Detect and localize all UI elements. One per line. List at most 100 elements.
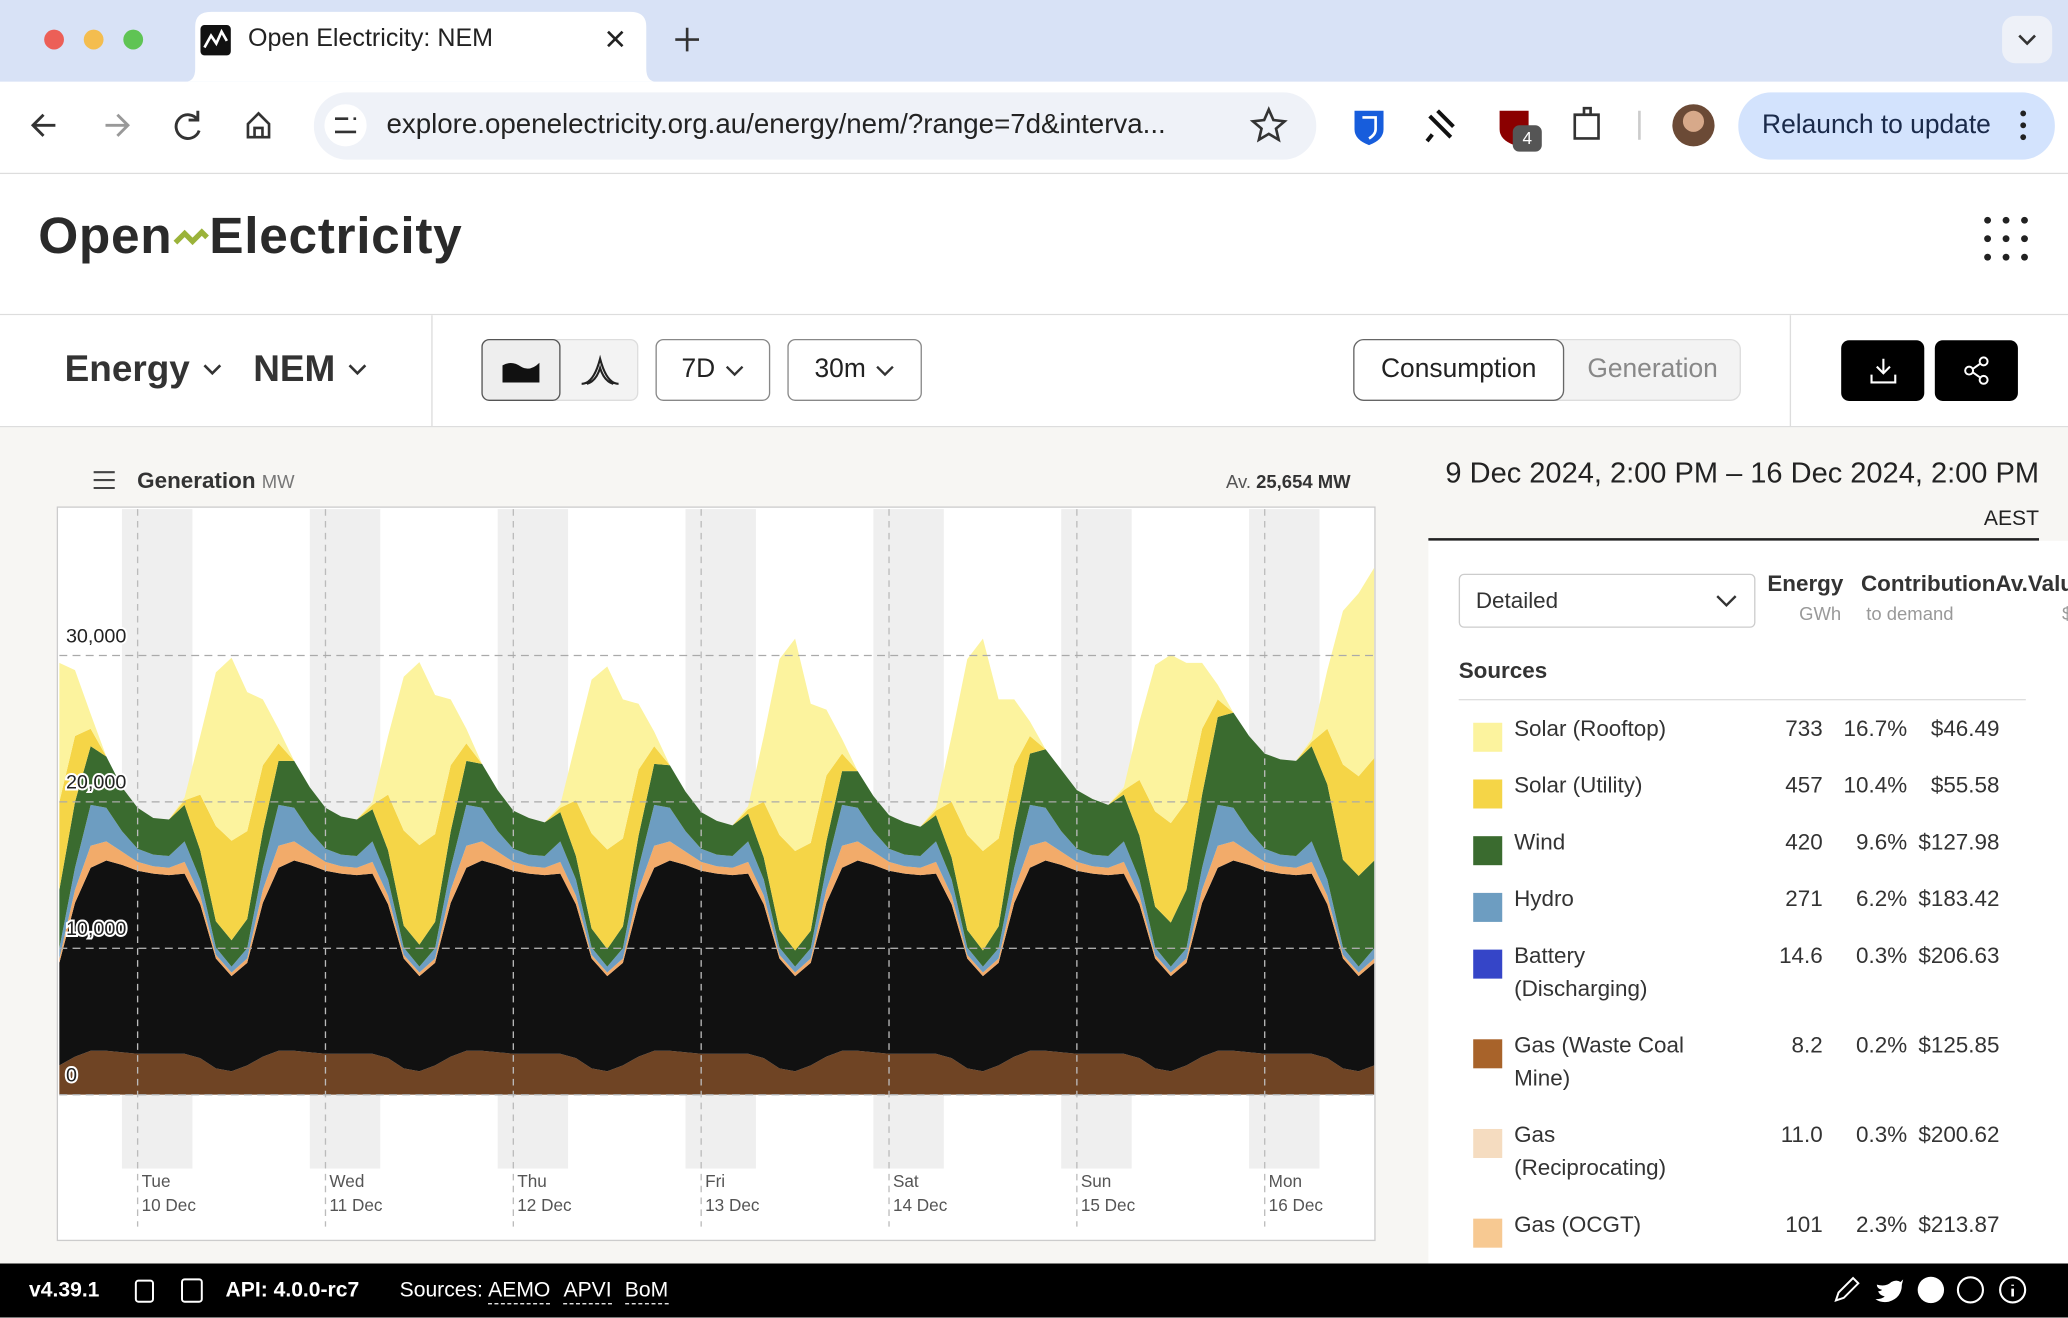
cc-icon[interactable] [1958, 1277, 1983, 1302]
github-icon[interactable] [1918, 1277, 1944, 1303]
source-name: Solar (Rooftop) [1514, 712, 1712, 745]
energy: 11.0 [1781, 1118, 1823, 1151]
contribution: 6.2% [1856, 882, 1907, 915]
av-value: $213.87 [1918, 1208, 1999, 1241]
metric-select[interactable]: Energy [65, 348, 222, 390]
area-style[interactable] [481, 339, 560, 401]
timezone: AEST [1428, 508, 2039, 532]
column-unit: $/MW [2062, 603, 2068, 624]
logo-zigzag [175, 232, 207, 243]
minimize-light[interactable] [84, 30, 104, 50]
sources: Sources:AEMOAPVIBoM [400, 1279, 669, 1304]
source-name: Solar (Utility) [1514, 769, 1712, 802]
section-rule [1459, 699, 2026, 700]
interval-select[interactable]: 30m [787, 339, 922, 401]
chart-box: 30,00020,00010,0000 Tue 10 DecWed 11 Dec… [57, 506, 1376, 1241]
line-icon [580, 354, 620, 386]
contribution: 9.6% [1856, 826, 1907, 859]
source-link[interactable]: BoM [625, 1279, 668, 1304]
x-tick-label: Mon 16 Dec [1269, 1170, 1323, 1217]
line-style[interactable] [561, 339, 639, 401]
energy: 8.2 [1792, 1029, 1823, 1062]
contribution: 0.3% [1856, 1118, 1907, 1151]
column-title: Energy [1767, 571, 1843, 597]
relaunch-text[interactable]: Relaunch to update [1762, 111, 1991, 141]
source-name: Hydro [1514, 882, 1712, 915]
logo-right: Electricity [209, 208, 462, 266]
twitter-icon[interactable] [1875, 1279, 1903, 1302]
contribution: 10.4% [1844, 769, 1908, 802]
source-link[interactable]: APVI [564, 1279, 612, 1304]
chart-menu[interactable] [92, 470, 116, 491]
close-light[interactable] [44, 30, 64, 50]
mode-tab[interactable]: Generation [1564, 339, 1741, 401]
home[interactable] [248, 113, 269, 137]
logo-left: Open [38, 208, 172, 266]
new-tab[interactable] [675, 28, 699, 52]
energy: 14.6 [1779, 939, 1823, 972]
reload[interactable] [176, 111, 199, 139]
changelog-icon[interactable] [136, 1281, 153, 1302]
av-value: $46.49 [1931, 712, 2000, 745]
av-value: $200.62 [1918, 1118, 1999, 1151]
docs-icon[interactable] [182, 1279, 202, 1301]
x-tick-label: Wed 11 Dec [329, 1170, 382, 1217]
swatch [1473, 1129, 1502, 1158]
summary-label: Av. [1226, 471, 1251, 492]
version: v4.39.1 [29, 1279, 99, 1303]
chevron [203, 363, 221, 376]
av-value: $55.58 [1931, 769, 2000, 802]
share-button[interactable] [1935, 340, 2018, 401]
download-button[interactable] [1841, 340, 1924, 401]
zoom-light[interactable] [123, 30, 143, 50]
interval: 30m [814, 355, 865, 385]
ext-pin[interactable] [1427, 111, 1453, 141]
url[interactable]: explore.openelectricity.org.au/energy/ne… [386, 109, 1230, 141]
social-icons [1831, 1274, 2029, 1308]
logo-mark [172, 224, 209, 250]
x-tick-label: Tue 10 Dec [142, 1170, 196, 1217]
swatch [1473, 1039, 1502, 1068]
chart-summary: Av. 25,654 MW [1087, 471, 1351, 492]
range-select[interactable]: 7D [655, 339, 770, 401]
forward[interactable] [106, 115, 128, 136]
y-tick-label: 0 [66, 1064, 77, 1086]
edit-icon[interactable] [1836, 1278, 1858, 1300]
energy: 420 [1785, 826, 1822, 859]
menu-dot [2020, 134, 2026, 140]
region: NEM [253, 348, 335, 390]
swatch [1473, 779, 1502, 808]
menu-dot [2020, 111, 2026, 117]
ext-bitwarden[interactable] [1355, 111, 1384, 145]
range: 7D [681, 355, 715, 385]
chevron [348, 363, 366, 376]
extensions[interactable] [1575, 108, 1599, 138]
chevron [1716, 595, 1737, 608]
back[interactable] [33, 115, 55, 136]
energy: 271 [1785, 882, 1822, 915]
source-name: Wind [1514, 826, 1712, 859]
x-tick-label: Sat 14 Dec [893, 1170, 947, 1217]
site-info[interactable] [324, 104, 366, 146]
source-name: Gas (Waste Coal Mine) [1514, 1029, 1712, 1095]
avatar-face [1683, 111, 1704, 132]
share-icon [1962, 356, 1991, 385]
view-select[interactable]: Detailed [1459, 574, 1756, 628]
mode-tab[interactable]: Consumption [1353, 339, 1564, 401]
download-icon [1868, 356, 1897, 385]
source-link[interactable]: AEMO [488, 1279, 550, 1304]
section-title: Sources [1459, 658, 1547, 684]
app-menu[interactable] [1978, 211, 2036, 269]
swatch [1473, 1219, 1502, 1248]
swatch [1473, 723, 1502, 752]
chart: 30,00020,00010,0000 [58, 508, 1376, 1241]
y-tick-label: 20,000 [66, 772, 126, 794]
divider [1790, 315, 1791, 426]
region-select[interactable]: NEM [253, 348, 367, 390]
view: Detailed [1476, 588, 1558, 613]
tab-search[interactable] [2002, 16, 2052, 63]
logo[interactable]: Open Electricity [38, 208, 462, 266]
x-tick-label: Fri 13 Dec [705, 1170, 759, 1217]
